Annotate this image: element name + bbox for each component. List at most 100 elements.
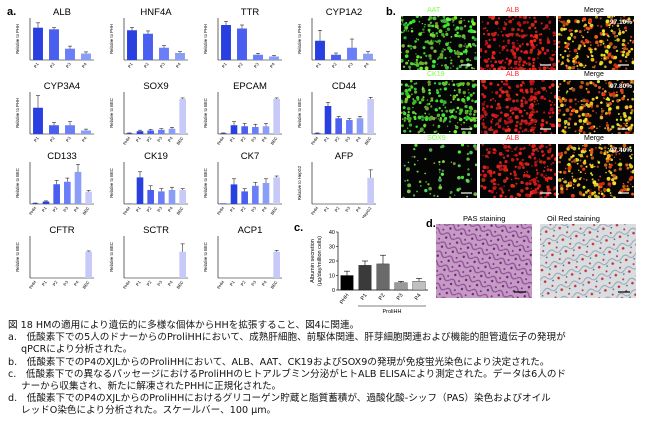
caption-c: c. 低酸素下での異なるパッセージにおけるProliHHのヒトアルブミン分泌がヒ… (8, 368, 567, 380)
y-axis-label: Relative to HepG2 (297, 165, 302, 200)
bar (158, 191, 165, 204)
gene-title: CYP1A2 (326, 7, 362, 18)
tick-label: P1 (229, 135, 236, 143)
tick-label: PHH (122, 206, 131, 216)
micrograph-merge: 97.10% (558, 16, 634, 70)
tick-label: P4 (355, 135, 362, 143)
y-axis-label: Relative to PHH (203, 24, 208, 54)
bar (358, 265, 372, 291)
tick-label: P3 (65, 61, 72, 69)
bar (331, 54, 341, 60)
micrograph-sox9 (401, 144, 477, 198)
tick-label: PHH (28, 206, 37, 216)
tick-label: BEC (363, 136, 372, 146)
bar (262, 183, 270, 204)
tick-label: P2 (49, 61, 56, 69)
micrograph-aat (401, 16, 477, 70)
gene-chart-cd44: CD44 Relative to BEC PHH P1 P2 P3 P4 BEC (297, 81, 376, 146)
tick-label: P1 (41, 205, 48, 213)
tick-label: PHH (310, 206, 319, 216)
bar (340, 275, 354, 291)
pas-staining-image (436, 224, 532, 298)
bar (220, 203, 227, 204)
bar (147, 130, 154, 134)
bar (143, 33, 153, 60)
gene-chart-ttr: TTR Relative to PHH P1 P2 P3 P4 (203, 7, 282, 69)
tick-label: BEC (175, 280, 184, 290)
bar (412, 281, 426, 291)
gene-chart-ck19: CK19 Relative to BEC PHH P1 P2 P3 P4 BEC (109, 151, 188, 216)
tick-label: BEC (269, 136, 278, 146)
gene-title: HNF4A (140, 7, 172, 18)
gene-chart-cyp3a4: CYP3A4 Relative to PHH P1 P2 P3 P4 (15, 81, 94, 143)
tick-label: P2 (239, 279, 246, 287)
y-axis-label: Relative to PHH (109, 24, 114, 54)
gene-chart-cftr: CFTR Relative to BEC PHH P1 P2 P3 P4 BEC (15, 225, 94, 290)
bar (42, 201, 50, 204)
bar (252, 185, 259, 204)
gene-chart-cd133: CD133 Relative to BEC PHH P1 P2 P3 P4 BEC (15, 151, 94, 216)
tick-label: P4 (81, 135, 88, 143)
micrograph-alb (480, 16, 556, 70)
caption-a: a. 低酸素下での5人のドナーからのProliHHにおいて、成熟肝細胞、前駆体関… (8, 332, 566, 344)
tick-label: P4 (269, 61, 276, 69)
tick-label: P3 (62, 279, 69, 287)
tick-label: P1 (323, 135, 330, 143)
tick-label: P2 (49, 135, 56, 143)
y-axis-label: Relative to PHH (15, 98, 20, 128)
gene-title: CK19 (144, 151, 168, 162)
gene-title: ACP1 (238, 225, 263, 236)
gene-title: TTR (241, 7, 260, 18)
micrograph-merge: 97.40% (558, 144, 634, 198)
bar (347, 47, 357, 60)
gene-title: CD133 (47, 151, 77, 162)
bar (363, 53, 373, 60)
tick-label: P2 (145, 205, 152, 213)
tick-label: PHH (28, 280, 37, 290)
bar (32, 203, 39, 204)
tick-label: P2 (239, 205, 246, 213)
y-tick-label: 0 (332, 288, 335, 294)
micrograph-alb (480, 144, 556, 198)
tick-label: P1 (229, 205, 236, 213)
caption-d: d. 低酸素下でのP4のXJLからのProliHHにおけるグリコーゲン貯蔵と脂質… (8, 393, 551, 405)
tick-label: P2 (145, 279, 152, 287)
merge-percentage: 97.40% (610, 147, 632, 154)
gene-title: AFP (335, 151, 353, 162)
tick-label: P1 (323, 205, 330, 213)
tick-label: P1 (229, 279, 236, 287)
marker-label-alb: ALB (506, 135, 520, 142)
bar (179, 190, 186, 204)
bar (221, 25, 231, 60)
y-axis-label: Relative to BEC (15, 242, 20, 272)
bar (179, 99, 186, 134)
bar (175, 53, 185, 60)
bar (85, 251, 92, 278)
bar (230, 125, 238, 134)
bar (273, 177, 280, 204)
panel-letter-d: d. (426, 218, 436, 230)
bar (367, 177, 374, 204)
bar (136, 131, 144, 134)
marker-label-aat: AAT (427, 7, 441, 14)
tick-label: BEC (81, 280, 90, 290)
marker-label-merge: Merge (584, 7, 604, 14)
tick-label: P4 (81, 61, 88, 69)
bar (49, 125, 59, 134)
tick-label: P1 (135, 135, 142, 143)
tick-label: P1 (135, 205, 142, 213)
tick-label: BEC (269, 206, 278, 216)
gene-title: SOX9 (143, 81, 168, 92)
bar (81, 130, 91, 134)
gene-chart-sctr: SCTR Relative to BEC PHH P1 P2 P3 P4 BEC (109, 225, 188, 290)
pas-staining-title: PAS staining (463, 214, 506, 223)
y-tick-label: 30 (329, 245, 335, 251)
figure-caption: 図 18 HMの適用により遺伝的に多様な個体からHHを拡張すること、図4に関連。… (8, 320, 644, 418)
y-axis-label: Relative to PHH (15, 24, 20, 54)
tick-label: P2 (239, 135, 246, 143)
tick-label: P1 (33, 61, 40, 69)
bar (168, 128, 176, 134)
tick-label: P2 (51, 205, 58, 213)
bar (158, 129, 165, 134)
